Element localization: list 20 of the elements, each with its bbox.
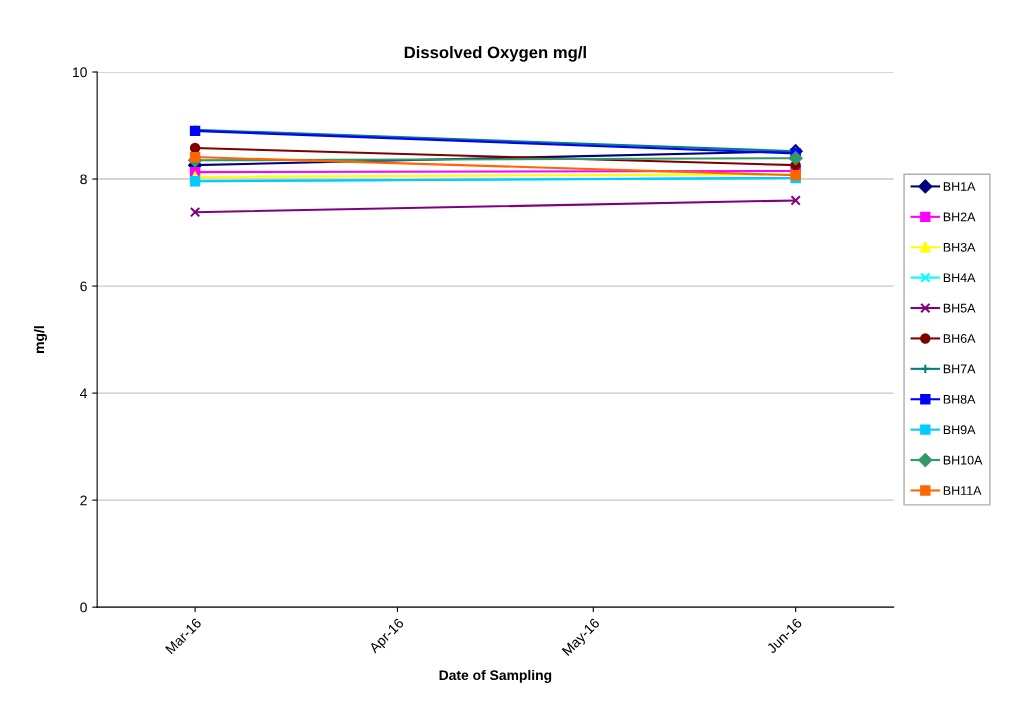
y-tick-label: 4 bbox=[80, 388, 88, 399]
x-axis-title: Date of Sampling bbox=[439, 669, 552, 683]
legend-label: BH7A bbox=[943, 364, 976, 374]
legend-label: BH1A bbox=[943, 182, 976, 191]
legend-label: BH2A bbox=[943, 212, 976, 222]
y-tick-label: 2 bbox=[80, 495, 87, 506]
legend-label: BH6A bbox=[943, 334, 976, 343]
y-tick-label: 10 bbox=[73, 67, 87, 78]
y-tick-label: 6 bbox=[80, 281, 87, 292]
legend-label: BH9A bbox=[943, 425, 976, 435]
y-tick-label: 8 bbox=[80, 174, 87, 185]
legend-label: BH10A bbox=[943, 455, 983, 465]
legend-label: BH3A bbox=[943, 242, 976, 252]
legend-label: BH11A bbox=[943, 486, 982, 495]
legend-label: BH5A bbox=[943, 303, 976, 313]
y-tick-label: 0 bbox=[80, 602, 87, 613]
y-axis-title: mg/l bbox=[33, 326, 47, 353]
legend-label: BH4A bbox=[943, 273, 976, 283]
legend-label: BH8A bbox=[943, 394, 976, 404]
chart-title: Dissolved Oxygen mg/l bbox=[404, 46, 586, 62]
